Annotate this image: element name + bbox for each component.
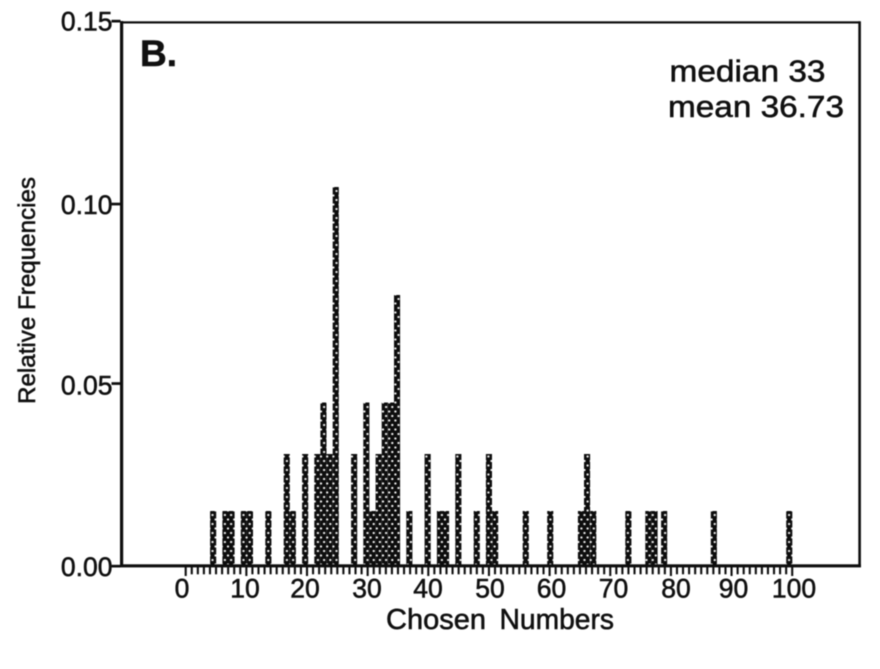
- svg-text:30: 30: [352, 573, 381, 603]
- svg-text:median 33: median 33: [670, 54, 826, 89]
- svg-text:B.: B.: [140, 33, 177, 74]
- svg-text:60: 60: [537, 573, 566, 603]
- svg-text:Relative Frequencies: Relative Frequencies: [14, 177, 41, 404]
- svg-text:Chosen: Chosen: [386, 604, 486, 636]
- svg-text:90: 90: [719, 573, 748, 603]
- svg-text:100: 100: [772, 573, 816, 603]
- svg-text:70: 70: [599, 573, 628, 603]
- svg-text:0.15: 0.15: [61, 7, 113, 37]
- svg-text:40: 40: [413, 573, 442, 603]
- svg-text:20: 20: [290, 573, 319, 603]
- svg-text:mean 36.73: mean 36.73: [668, 89, 844, 124]
- svg-text:80: 80: [661, 573, 690, 603]
- svg-text:0.00: 0.00: [61, 552, 113, 582]
- svg-text:50: 50: [475, 573, 504, 603]
- svg-text:Numbers: Numbers: [500, 604, 615, 636]
- svg-text:0.10: 0.10: [61, 190, 113, 220]
- svg-text:0: 0: [175, 573, 190, 603]
- svg-text:0.05: 0.05: [61, 370, 113, 400]
- svg-text:10: 10: [230, 573, 259, 603]
